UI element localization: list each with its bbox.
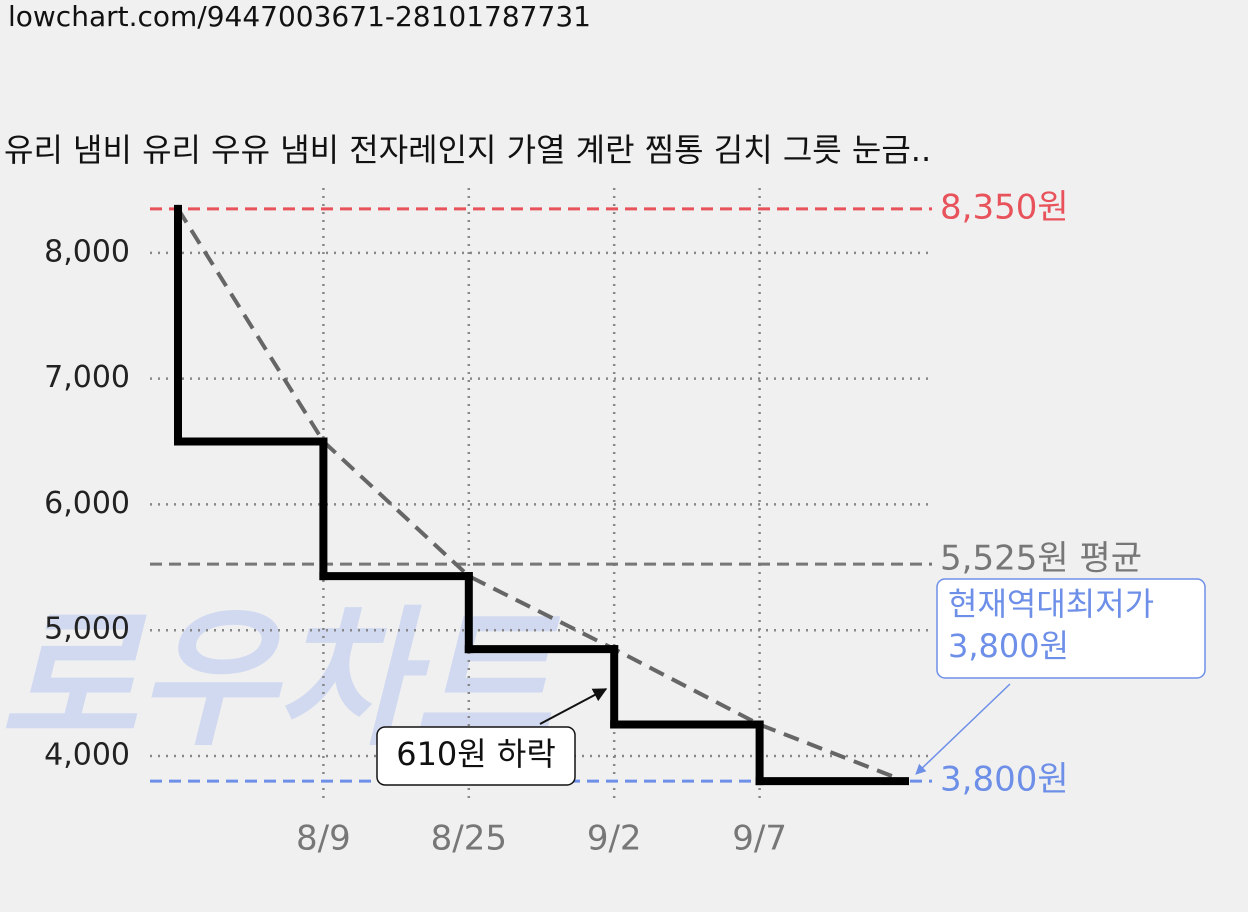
- annotation-text: 3,800원: [948, 627, 1069, 665]
- x-tick-label: 8/9: [296, 819, 351, 859]
- x-tick-label: 9/7: [732, 819, 787, 859]
- y-tick-label: 4,000: [44, 737, 130, 772]
- url: lowchart.com/9447003671-28101787731: [8, 0, 591, 33]
- reference-label: 5,525원 평균: [940, 539, 1142, 579]
- annotation-box: [936, 578, 1206, 679]
- trend-line: [176, 207, 906, 783]
- annotation-text: 610원 하락: [396, 735, 556, 773]
- chart-title: 유리 냄비 유리 우유 냄비 전자레인지 가열 계란 찜통 김치 그릇 눈금..: [4, 131, 931, 169]
- annotation-arrow: [915, 683, 1011, 775]
- reference-label: 8,350원: [940, 187, 1069, 227]
- x-tick-label: 8/25: [431, 819, 507, 859]
- y-tick-label: 5,000: [44, 612, 130, 647]
- annotation-box: [376, 726, 576, 786]
- x-tick-label: 9/2: [587, 819, 642, 859]
- start-point: [174, 204, 182, 213]
- reference-label: 3,800원: [940, 760, 1069, 800]
- y-tick-label: 8,000: [44, 234, 130, 269]
- annotation-text: 현재역대최저가: [948, 585, 1154, 623]
- annotation-arrow: [539, 688, 608, 725]
- y-tick-label: 6,000: [44, 486, 130, 521]
- y-tick-label: 7,000: [44, 360, 130, 395]
